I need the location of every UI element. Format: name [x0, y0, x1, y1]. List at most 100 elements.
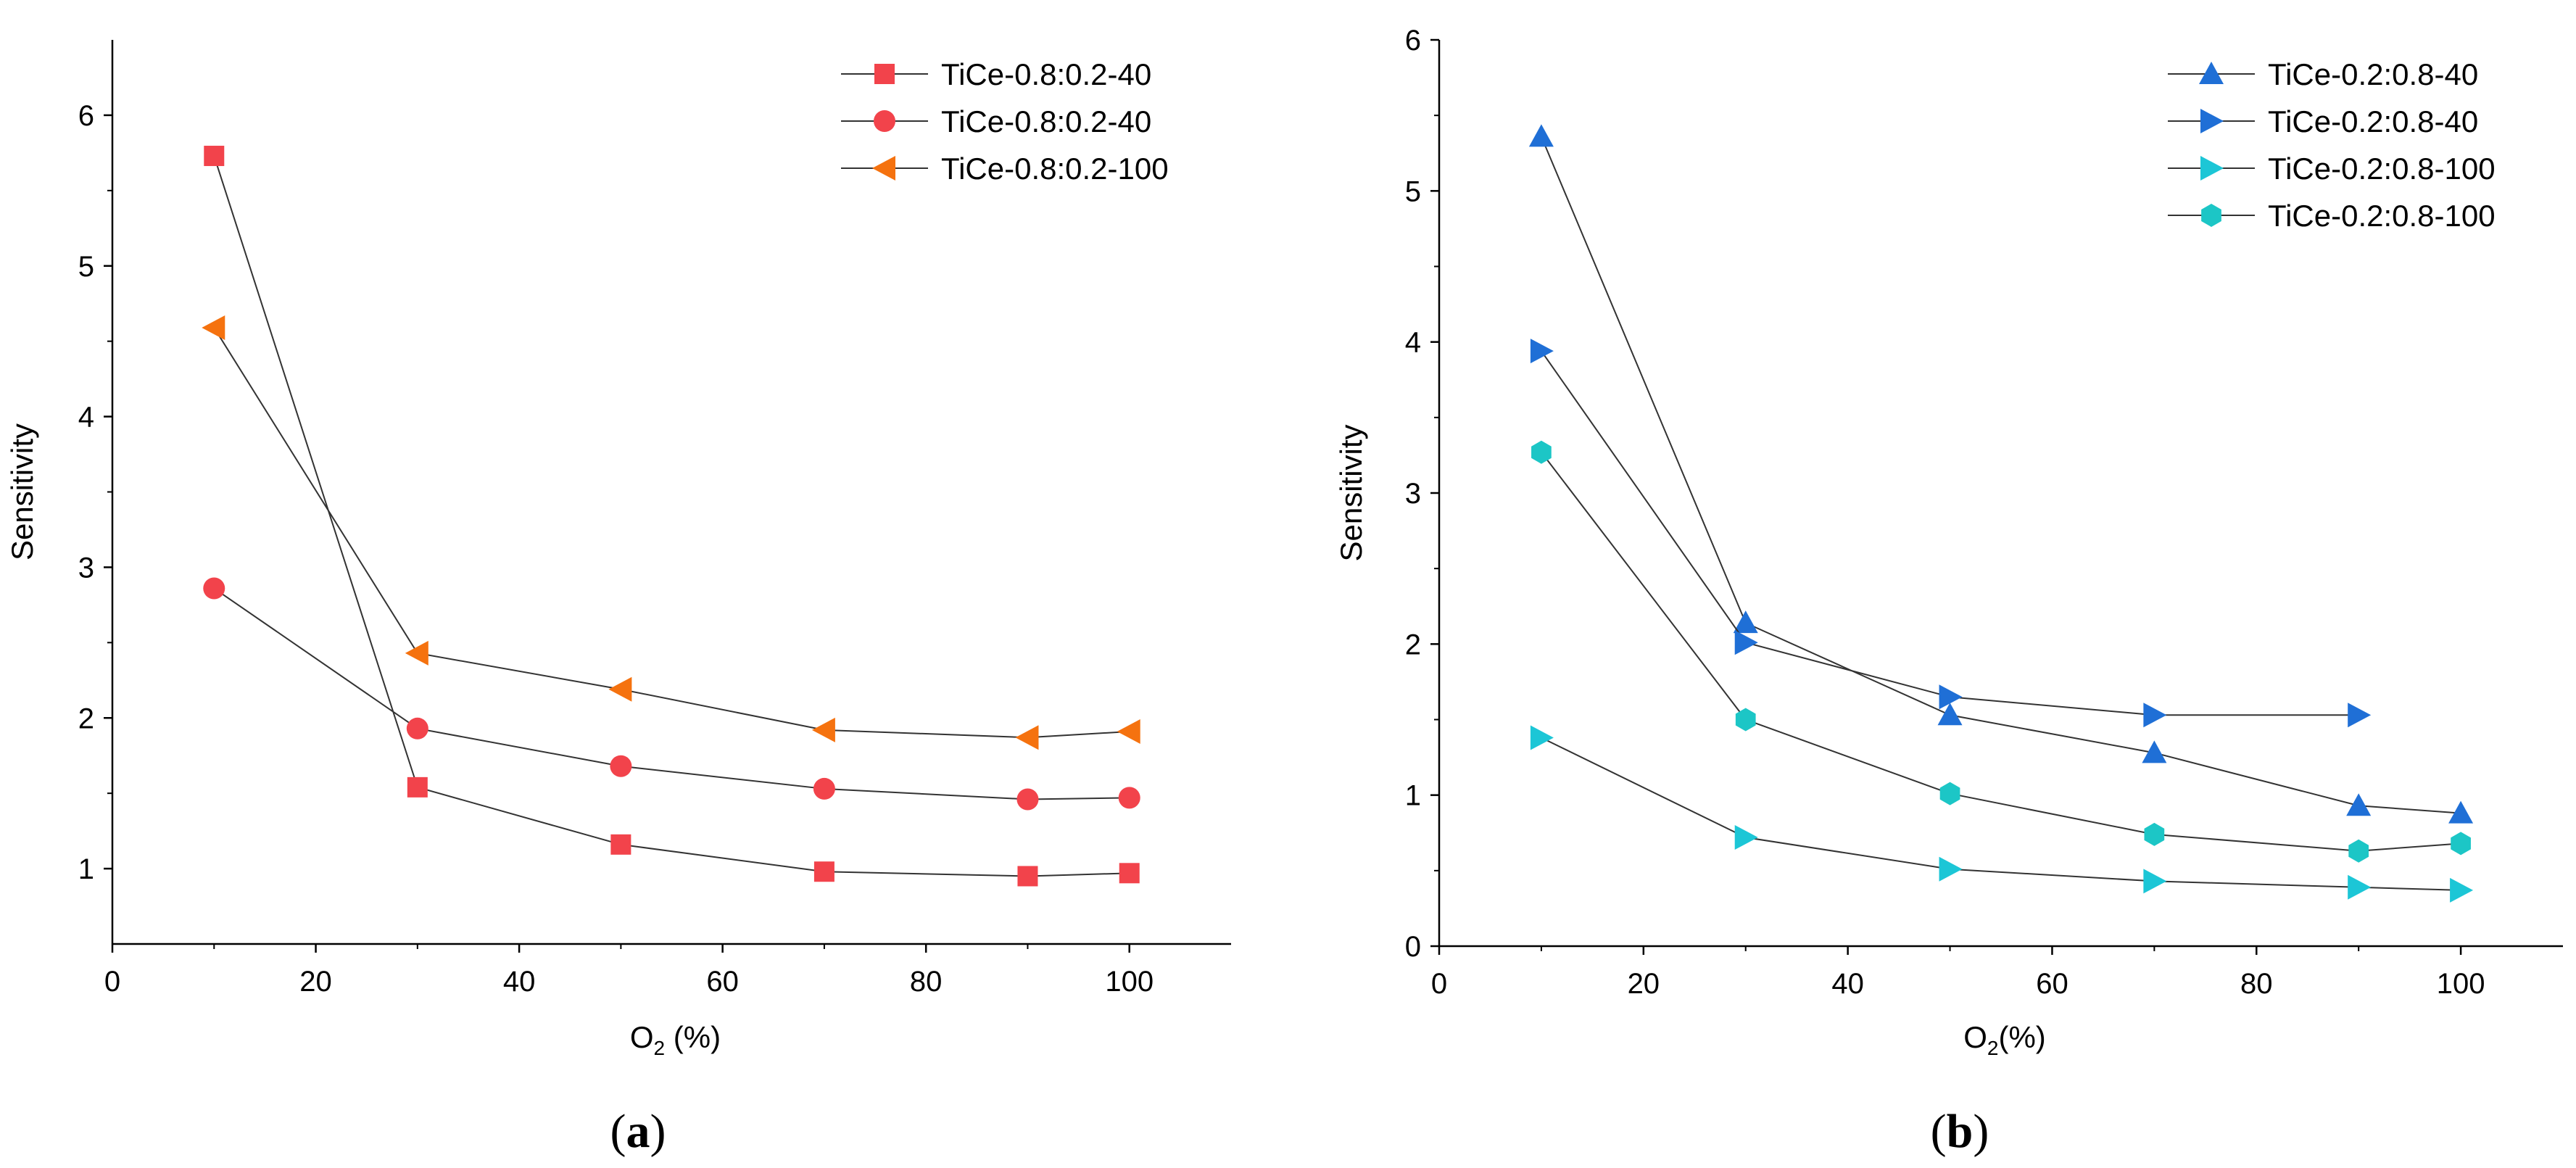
x-tick-label: 20: [299, 966, 332, 998]
data-point: [1733, 610, 1758, 634]
data-point: [2451, 832, 2471, 856]
data-point: [811, 717, 835, 742]
x-axis-title-main: O: [1963, 1020, 1987, 1054]
legend-item: TiCe-0.2:0.8-40: [2168, 57, 2478, 91]
y-tick-label: 2: [1405, 629, 1421, 660]
data-point: [1734, 825, 1758, 850]
x-tick-label: 20: [1628, 968, 1660, 1000]
panel-label-close-paren: ): [650, 1105, 666, 1158]
data-point: [1119, 863, 1140, 884]
legend-label: TiCe-0.8:0.2-40: [941, 57, 1151, 91]
series-line: [213, 155, 1130, 877]
data-point: [1015, 725, 1039, 750]
data-point: [2348, 703, 2372, 728]
data-point: [1939, 782, 1960, 805]
series-line: [213, 587, 1130, 800]
data-point: [405, 640, 428, 666]
x-tick-label: 0: [1431, 968, 1447, 1000]
data-point: [1939, 684, 1963, 710]
y-tick-label: 6: [1405, 25, 1421, 57]
y-tick-label: 1: [1405, 780, 1421, 812]
legend-label: TiCe-0.2:0.8-100: [2268, 199, 2496, 233]
x-tick-label: 60: [706, 966, 739, 998]
series-2: [1530, 339, 2372, 728]
data-point: [2346, 793, 2372, 816]
legend-label: TiCe-0.2:0.8-100: [2268, 152, 2496, 186]
legend-label: TiCe-0.2:0.8-40: [2268, 57, 2478, 91]
legend-item: TiCe-0.2:0.8-100: [2168, 152, 2496, 186]
x-tick-label: 100: [2437, 968, 2485, 1000]
data-point: [1117, 718, 1140, 744]
legend-marker: [2201, 204, 2221, 227]
y-tick-label: 5: [78, 251, 94, 283]
series-line: [213, 327, 1130, 739]
y-tick-label: 3: [1405, 478, 1421, 510]
x-tick-label: 60: [2036, 968, 2068, 1000]
x-axis-title-suffix: (%): [665, 1020, 721, 1054]
y-tick-label: 4: [78, 402, 94, 434]
data-point: [204, 146, 225, 167]
x-axis-title-suffix: (%): [1998, 1020, 2045, 1054]
y-tick-label: 2: [78, 703, 94, 734]
y-tick-label: 4: [1405, 327, 1421, 359]
series-4: [1531, 440, 2471, 863]
data-point: [1939, 856, 1963, 882]
data-point: [1118, 787, 1140, 809]
legend-item: TiCe-0.2:0.8-100: [2168, 199, 2496, 233]
data-point: [1530, 725, 1554, 750]
data-point: [2143, 703, 2167, 728]
x-tick-label: 0: [104, 966, 120, 998]
data-point: [1016, 788, 1039, 811]
data-point: [813, 777, 835, 800]
y-tick-label: 5: [1405, 175, 1421, 207]
data-point: [608, 676, 632, 702]
x-tick-label: 80: [910, 966, 943, 998]
x-tick-label: 100: [1105, 966, 1154, 998]
data-point: [2144, 822, 2165, 846]
legend-item: TiCe-0.8:0.2-100: [841, 152, 1169, 186]
data-point: [2348, 874, 2372, 900]
data-point: [1530, 339, 1554, 364]
data-point: [2448, 800, 2474, 824]
x-axis-title: O2(%): [1963, 1020, 2046, 1059]
legend-marker: [872, 156, 895, 181]
x-tick-label: 40: [1831, 968, 1864, 1000]
y-tick-label: 1: [78, 853, 94, 885]
y-tick-label: 3: [78, 552, 94, 584]
panel-label-open-paren: (: [1931, 1105, 1947, 1158]
y-tick-label: 0: [1405, 931, 1421, 963]
legend-label: TiCe-0.8:0.2-40: [941, 104, 1151, 138]
data-point: [1937, 703, 1963, 726]
panel-label: (a): [610, 1105, 666, 1158]
panel-label-letter: b: [1947, 1105, 1974, 1158]
data-point: [813, 861, 834, 882]
legend-marker: [874, 64, 895, 84]
chart-panel-b: 0 20 40 60 80 1000123456O2(%)SensitivityTiCe-…: [1334, 25, 2563, 1158]
legend: TiCe-0.8:0.2-40 TiCe-0.8:0.2-40 TiCe-0.8:0…: [841, 57, 1169, 186]
data-point: [610, 834, 631, 855]
series-line: [1541, 737, 2461, 891]
series-1: [204, 146, 1140, 887]
data-point: [203, 577, 225, 600]
series-line: [1540, 136, 2461, 814]
legend-item: TiCe-0.2:0.8-40: [2168, 104, 2478, 138]
data-point: [202, 315, 225, 340]
series-line: [1541, 452, 2461, 852]
legend-item: TiCe-0.8:0.2-40: [841, 104, 1151, 138]
data-point: [2348, 839, 2369, 863]
data-point: [2142, 740, 2167, 763]
panel-label-letter: a: [626, 1105, 650, 1158]
data-point: [1017, 866, 1038, 887]
y-tick-label: 6: [78, 100, 94, 132]
x-axis-title-main: O: [630, 1020, 654, 1054]
data-point: [1734, 630, 1758, 655]
data-point: [1735, 708, 1756, 732]
x-tick-label: 80: [2240, 968, 2273, 1000]
data-point: [1531, 440, 1552, 464]
x-axis-title: O2 (%): [630, 1020, 721, 1059]
series-line: [1541, 350, 2359, 716]
panel-label: (b): [1931, 1105, 1989, 1158]
x-tick-label: 40: [503, 966, 536, 998]
series-1: [1528, 124, 2474, 824]
